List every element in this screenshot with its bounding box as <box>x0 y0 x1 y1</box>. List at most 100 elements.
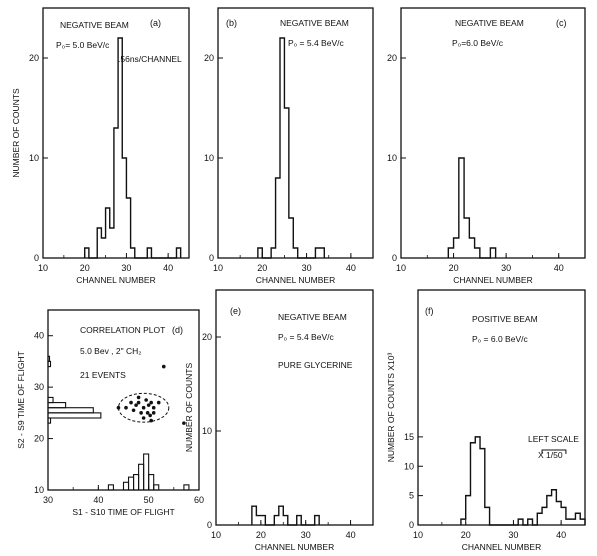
scatter-point <box>151 405 156 410</box>
histogram-outline <box>84 37 182 259</box>
y-tick-label: 20 <box>204 53 214 63</box>
histogram-bin <box>537 513 542 525</box>
scatter-point <box>146 403 151 407</box>
histogram-bin <box>470 443 475 525</box>
x-tick-label: 40 <box>163 263 173 273</box>
histogram-outline <box>257 37 325 259</box>
scatter-point <box>149 400 153 405</box>
histogram-bin <box>464 218 469 258</box>
y-axis-label: NUMBER OF COUNTS <box>11 88 21 178</box>
histogram-bin <box>461 519 466 525</box>
y-axis-label: S2 - S9 TIME OF FLIGHT <box>16 351 26 449</box>
scatter-point <box>182 421 186 425</box>
panel-title: NEGATIVE BEAM <box>280 18 349 28</box>
x-axis-label: CHANNEL NUMBER <box>453 275 533 285</box>
panel-title: POSITIVE BEAM <box>472 314 538 324</box>
x-projection-bar <box>183 484 190 491</box>
histogram-bin <box>571 519 576 525</box>
x-tick-label: 30 <box>43 495 53 505</box>
y-projection-bar <box>47 402 67 409</box>
x-tick-label: 20 <box>256 530 266 540</box>
x-tick-label: 40 <box>346 530 356 540</box>
y-tick-label: 15 <box>404 432 414 442</box>
panel-subtitle: P₀ = 5.4 BeV/c <box>288 38 344 48</box>
panel-f: 10 20 30 40 0 5 10 15 CHANNEL NUMBER NUMBER OF CO… <box>386 289 586 552</box>
x-tick-label: 40 <box>346 263 356 273</box>
histogram-bin <box>256 516 260 525</box>
y-projection-bar <box>47 407 94 414</box>
plot-frame <box>42 7 190 259</box>
histogram-bin <box>561 507 566 525</box>
x-projection-bar <box>107 484 114 491</box>
plot-frame <box>47 309 200 491</box>
panel-subtitle: 5.0 Bev , 2" CH₂ <box>80 346 142 356</box>
scatter-point <box>156 400 161 405</box>
x-tick-label: 20 <box>257 263 267 273</box>
y-axis-label: NUMBER OF COUNTS X10³ <box>386 353 396 463</box>
panel-label: (d) <box>172 325 183 335</box>
panel-title: NEGATIVE BEAM <box>455 18 524 28</box>
x-axis-label: CHANNEL NUMBER <box>462 542 542 552</box>
panel-annotation: PURE GLYCERINE <box>278 360 353 370</box>
x-tick-label: 40 <box>93 495 103 505</box>
x-projection-bar <box>138 463 145 491</box>
y-tick-label: 10 <box>34 485 44 495</box>
scatter-point <box>136 400 141 405</box>
scatter-point <box>148 413 152 418</box>
y-tick-label: 0 <box>34 253 39 263</box>
panel-title: NEGATIVE BEAM <box>278 312 347 322</box>
scatter-point <box>116 405 121 410</box>
y-tick-label: 10 <box>202 426 212 436</box>
y-projection-bar <box>47 417 52 424</box>
y-tick-label: 5 <box>409 491 414 501</box>
panels: 10 20 30 40 0 10 20 CHANNEL NUMBER NUMBER OF COU… <box>11 7 586 552</box>
panel-label: (c) <box>556 18 567 28</box>
x-tick-label: 40 <box>554 263 564 273</box>
x-tick-label: 10 <box>396 263 406 273</box>
histogram-bin <box>547 496 552 525</box>
x-tick-label: 30 <box>501 263 511 273</box>
y-tick-label: 20 <box>202 332 212 342</box>
histogram-bin <box>490 248 495 258</box>
y-tick-label: 0 <box>209 253 214 263</box>
y-tick-label: 20 <box>34 434 44 444</box>
x-tick-label: 10 <box>413 530 423 540</box>
panel-subtitle: P₀= 5.0 BeV/c <box>56 40 110 50</box>
scatter-point <box>136 395 141 400</box>
x-axis-label: S1 - S10 TIME OF FLIGHT <box>72 507 174 517</box>
x-tick-label: 20 <box>80 263 90 273</box>
histogram-bin <box>466 496 471 525</box>
scatter-point <box>129 400 133 405</box>
panel-annotation: 21 EVENTS <box>80 370 126 380</box>
scatter-point <box>141 416 146 420</box>
panel-annotation: LEFT SCALE <box>528 434 579 444</box>
panel-label: (e) <box>230 306 241 316</box>
histogram-bin <box>528 519 533 525</box>
scatter-point <box>131 408 136 413</box>
panel-subtitle: P₀ = 6.0 BeV/c <box>472 334 528 344</box>
scatter-point <box>139 411 143 415</box>
panel-annotation-2: X 1/50 <box>538 450 563 460</box>
panel-label: (b) <box>226 18 237 28</box>
scatter-point <box>145 411 150 415</box>
y-projection-bar <box>47 360 52 368</box>
x-projection-bar <box>133 474 140 491</box>
histogram-bin <box>485 507 490 525</box>
histogram-bin <box>580 519 585 525</box>
histogram-bin <box>518 519 523 525</box>
scatter-point <box>151 411 156 415</box>
histogram-bin <box>459 158 464 258</box>
x-projection-bar <box>148 474 155 491</box>
panel-subtitle: P₀ = 5.4 BeV/c <box>278 332 334 342</box>
panel-subtitle: P₀=6.0 BeV/c <box>452 38 504 48</box>
histogram-bin <box>566 519 571 525</box>
y-tick-label: 30 <box>34 382 44 392</box>
y-tick-label: 10 <box>204 153 214 163</box>
histogram-bin <box>469 238 474 258</box>
histogram-outline <box>460 436 586 526</box>
histogram-bin <box>448 248 453 258</box>
x-axis-label: CHANNEL NUMBER <box>255 542 335 552</box>
